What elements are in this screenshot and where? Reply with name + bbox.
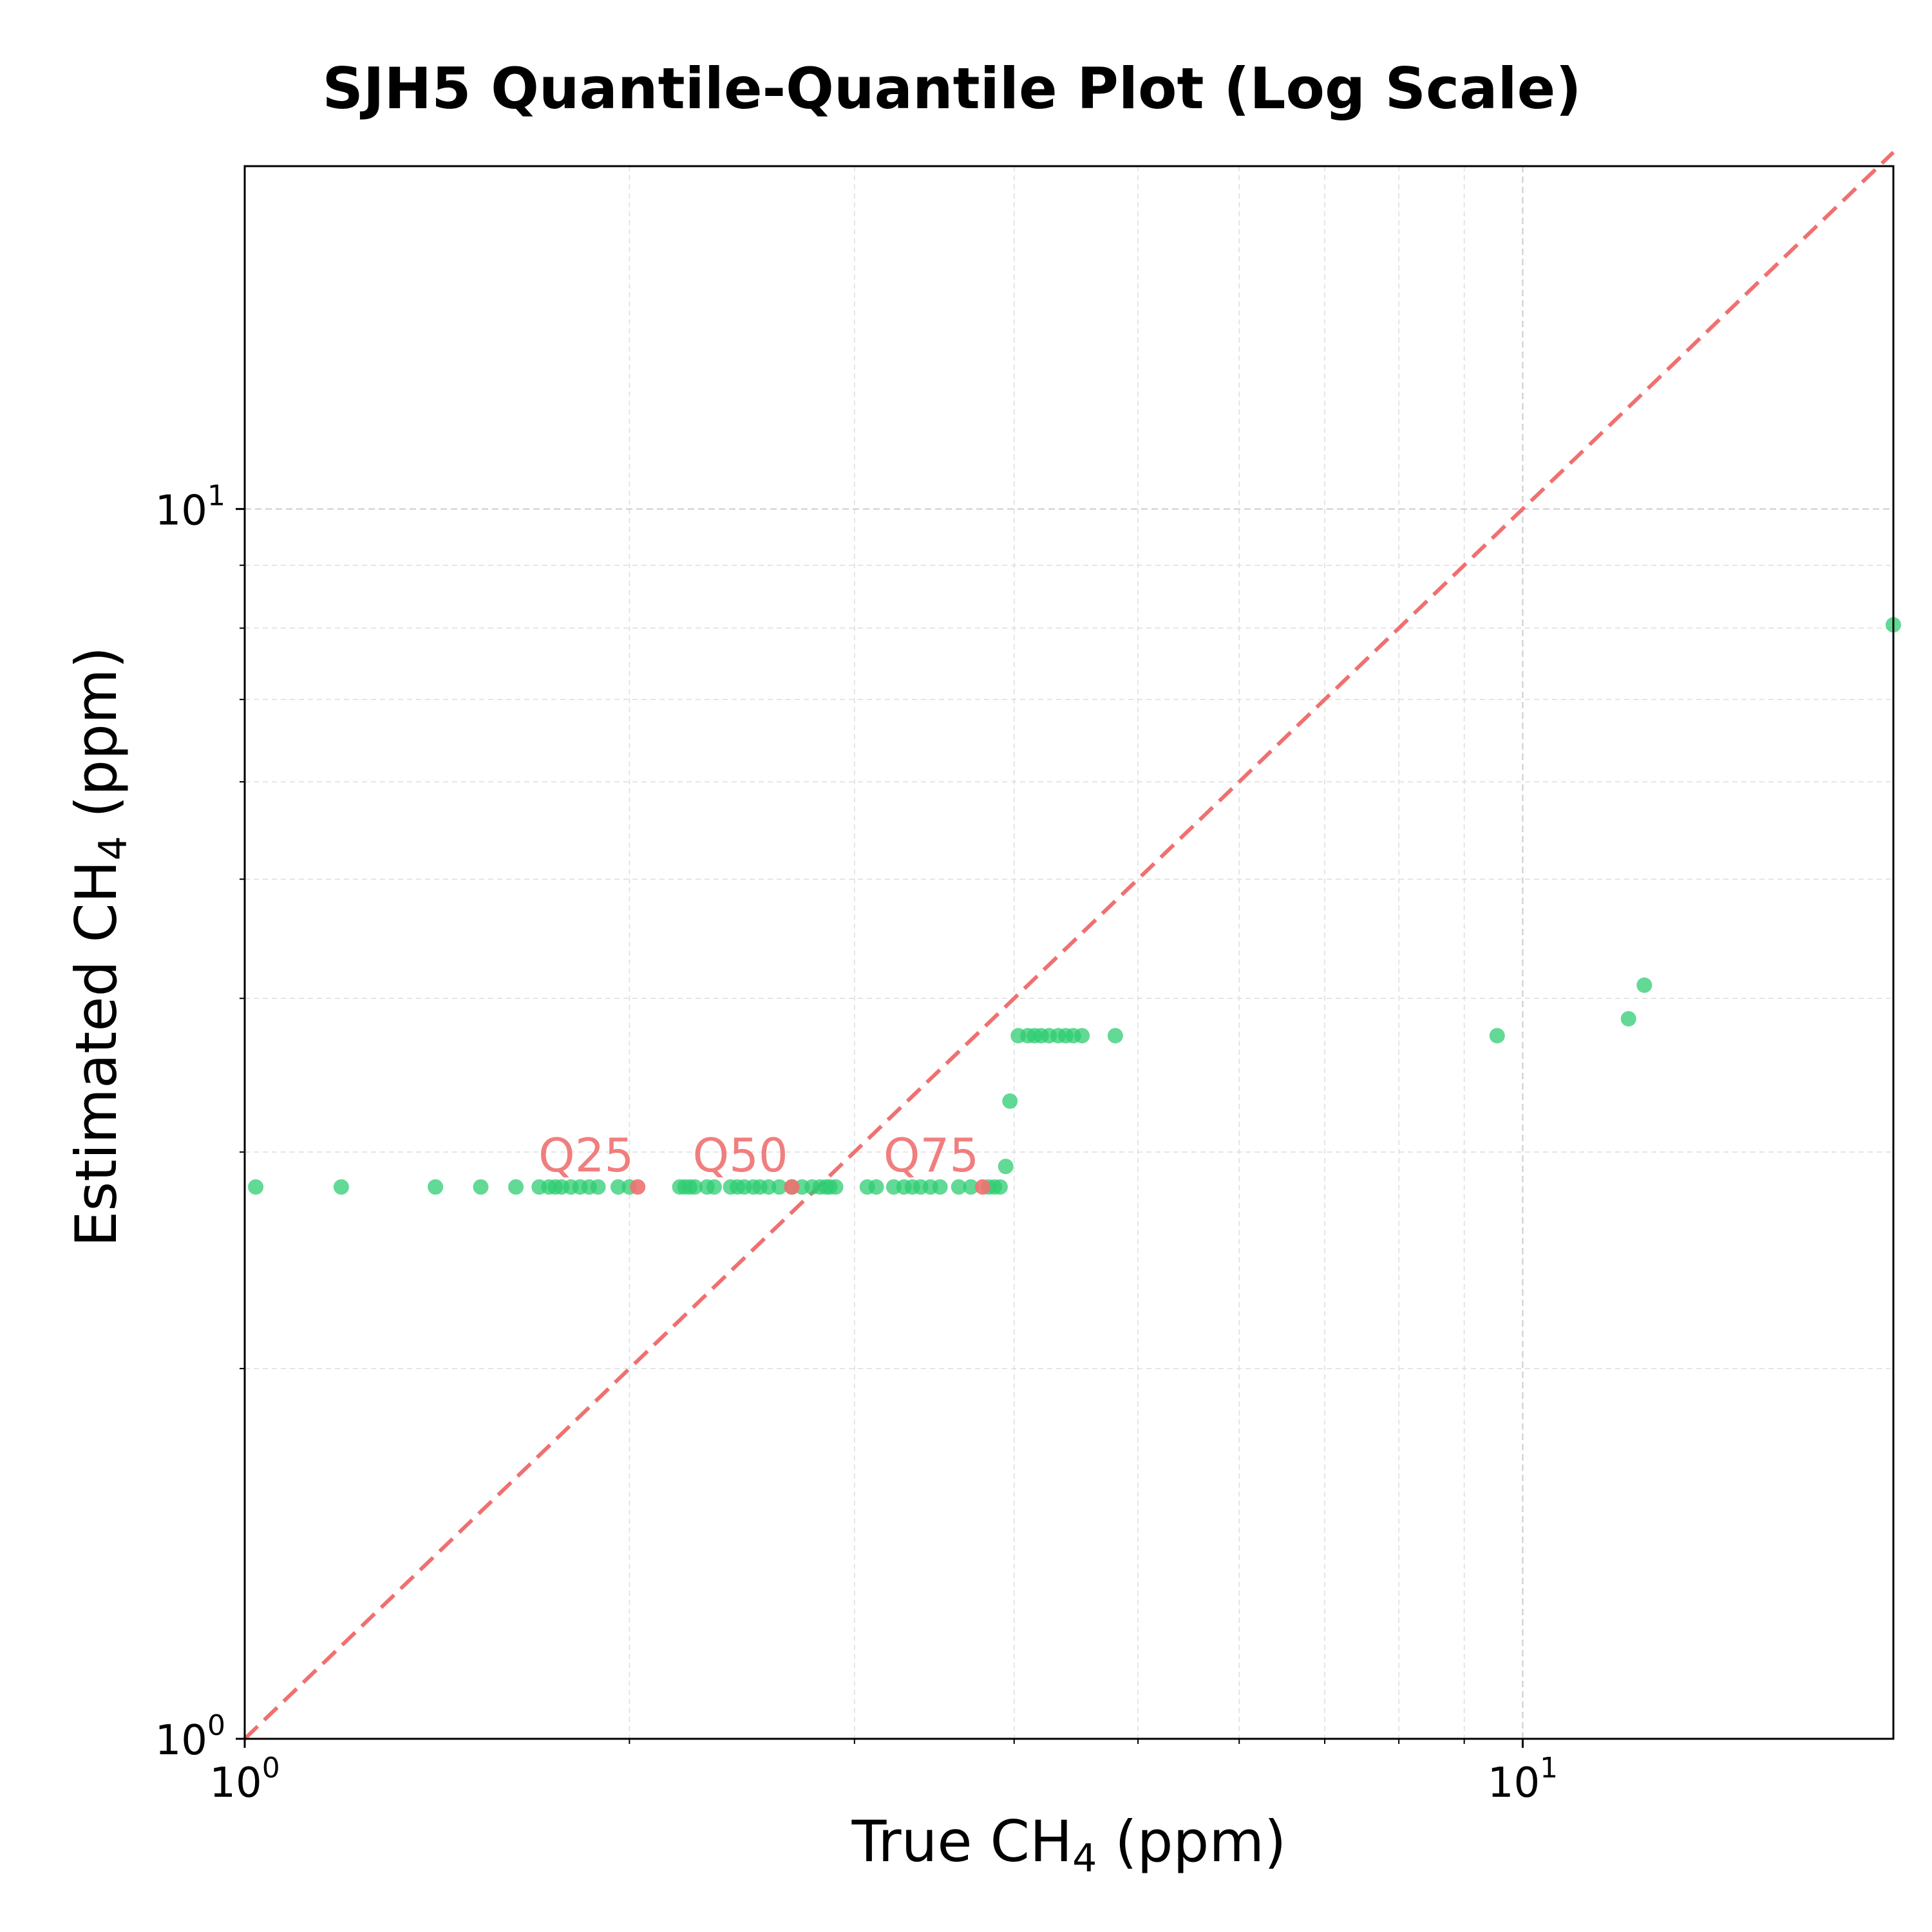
data-point xyxy=(1620,1010,1636,1027)
data-point xyxy=(248,1179,264,1195)
x-axis-label-main: True CH xyxy=(851,1808,1073,1875)
chart-title: SJH5 Quantile-Quantile Plot (Log Scale) xyxy=(322,55,1581,122)
grid xyxy=(245,166,1893,1739)
data-points xyxy=(248,617,1901,1195)
plot-frame xyxy=(243,165,1895,1740)
data-point xyxy=(333,1179,349,1195)
y-axis-label-main: Estimated CH xyxy=(63,860,129,1247)
data-point xyxy=(1002,1093,1018,1109)
y-axis-label: Estimated CH4 (ppm) xyxy=(63,647,136,1247)
y-axis-label-subscript: 4 xyxy=(91,836,136,860)
x-axis-label: True CH4 (ppm) xyxy=(851,1808,1287,1881)
data-point xyxy=(508,1179,524,1195)
data-point xyxy=(998,1159,1014,1175)
quantile-point xyxy=(630,1179,646,1195)
quantile-point xyxy=(974,1179,990,1195)
axis-ticks: 100 101 100 101 xyxy=(155,479,1558,1807)
data-point xyxy=(992,1179,1008,1195)
data-point xyxy=(963,1179,979,1195)
x-tick-label: 101 xyxy=(1488,1752,1558,1807)
data-point xyxy=(772,1179,788,1195)
y-tick-label: 100 xyxy=(155,1709,225,1765)
data-point xyxy=(428,1179,444,1195)
quantile-label: Q25 xyxy=(538,1128,634,1182)
quantile-markers: Q25 Q50 Q75 xyxy=(538,1128,990,1195)
x-axis-label-unit: (ppm) xyxy=(1097,1808,1286,1875)
quantile-point xyxy=(784,1179,800,1195)
y-axis-label-unit: (ppm) xyxy=(63,647,129,836)
y-tick-label: 101 xyxy=(155,479,225,535)
data-point xyxy=(828,1179,844,1195)
data-point xyxy=(687,1179,703,1195)
data-point xyxy=(610,1179,626,1195)
data-point xyxy=(932,1179,948,1195)
x-axis-label-subscript: 4 xyxy=(1072,1836,1097,1881)
reference-line xyxy=(243,151,1895,1741)
x-tick-label: 100 xyxy=(209,1752,279,1807)
data-point xyxy=(706,1179,722,1195)
data-point xyxy=(473,1179,489,1195)
quantile-label: Q75 xyxy=(884,1128,979,1182)
quantile-label: Q50 xyxy=(692,1128,788,1182)
data-point xyxy=(951,1179,967,1195)
data-point xyxy=(1489,1028,1505,1044)
data-point xyxy=(1074,1028,1090,1044)
data-point xyxy=(868,1179,884,1195)
data-point xyxy=(761,1179,777,1195)
data-point xyxy=(590,1179,606,1195)
data-point xyxy=(1107,1028,1123,1044)
data-point xyxy=(1636,977,1653,993)
